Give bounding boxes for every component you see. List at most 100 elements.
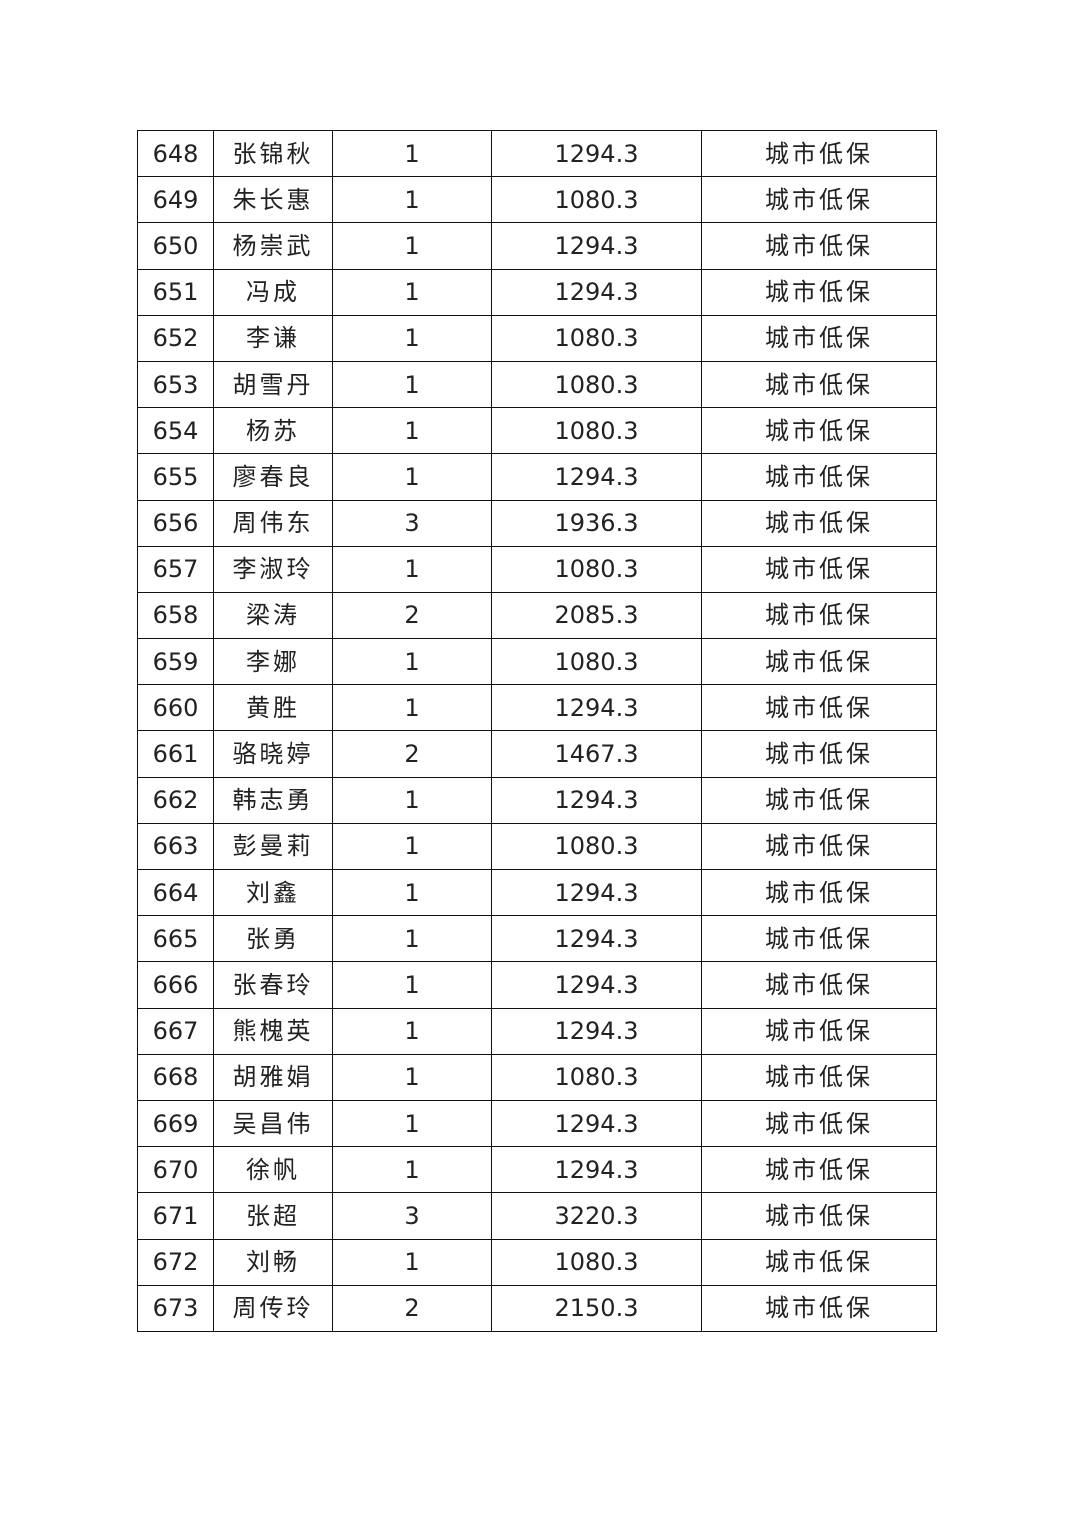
row-number-cell: 663 (137, 822, 214, 871)
category-cell: 城市低保 (701, 1284, 937, 1332)
amount-cell: 1080.3 (491, 1053, 702, 1101)
row-number-cell: 660 (137, 684, 214, 732)
amount-cell: 1080.3 (491, 822, 702, 871)
row-number-cell: 658 (137, 591, 214, 640)
table-row: 672 刘畅 1 1080.3 城市低保 (137, 1238, 937, 1286)
name-cell: 刘畅 (213, 1238, 333, 1286)
table-row: 651 冯成 1 1294.3 城市低保 (137, 268, 937, 316)
row-number-cell: 673 (137, 1284, 214, 1332)
table-row: 665 张勇 1 1294.3 城市低保 (137, 915, 937, 963)
household-size-cell: 1 (332, 268, 492, 316)
name-cell: 冯成 (213, 268, 333, 316)
name-cell: 胡雪丹 (213, 360, 333, 409)
row-number-cell: 655 (137, 453, 214, 501)
table-row: 663 彭曼莉 1 1080.3 城市低保 (137, 822, 937, 871)
row-number-cell: 665 (137, 915, 214, 963)
category-cell: 城市低保 (701, 822, 937, 871)
name-cell: 李谦 (213, 314, 333, 362)
row-number-cell: 648 (137, 129, 214, 178)
category-cell: 城市低保 (701, 453, 937, 501)
household-size-cell: 1 (332, 1146, 492, 1194)
table-body: 648 张锦秋 1 1294.3 城市低保 649 朱长惠 1 1080.3 城市低保 650 杨崇武… (137, 129, 937, 1332)
row-number-cell: 672 (137, 1238, 214, 1286)
household-size-cell: 2 (332, 1284, 492, 1332)
name-cell: 周传玲 (213, 1284, 333, 1332)
table-row: 660 黄胜 1 1294.3 城市低保 (137, 684, 937, 732)
name-cell: 熊槐英 (213, 1007, 333, 1055)
row-number-cell: 670 (137, 1146, 214, 1194)
row-number-cell: 659 (137, 638, 214, 686)
amount-cell: 2085.3 (491, 591, 702, 640)
category-cell: 城市低保 (701, 360, 937, 409)
household-size-cell: 2 (332, 591, 492, 640)
household-size-cell: 1 (332, 545, 492, 593)
name-cell: 李淑玲 (213, 545, 333, 593)
name-cell: 韩志勇 (213, 776, 333, 824)
row-number-cell: 650 (137, 222, 214, 270)
table-row: 649 朱长惠 1 1080.3 城市低保 (137, 176, 937, 224)
category-cell: 城市低保 (701, 176, 937, 224)
household-size-cell: 1 (332, 1238, 492, 1286)
name-cell: 张锦秋 (213, 129, 333, 178)
household-size-cell: 1 (332, 822, 492, 871)
amount-cell: 1080.3 (491, 1238, 702, 1286)
name-cell: 胡雅娟 (213, 1053, 333, 1101)
household-size-cell: 1 (332, 1099, 492, 1148)
category-cell: 城市低保 (701, 1192, 937, 1240)
name-cell: 吴昌伟 (213, 1099, 333, 1148)
row-number-cell: 656 (137, 499, 214, 547)
table-row: 650 杨崇武 1 1294.3 城市低保 (137, 222, 937, 270)
household-size-cell: 2 (332, 730, 492, 778)
table-row: 653 胡雪丹 1 1080.3 城市低保 (137, 360, 937, 409)
table-row: 648 张锦秋 1 1294.3 城市低保 (137, 129, 937, 178)
household-size-cell: 1 (332, 961, 492, 1009)
row-number-cell: 653 (137, 360, 214, 409)
amount-cell: 1294.3 (491, 1099, 702, 1148)
amount-cell: 1080.3 (491, 360, 702, 409)
category-cell: 城市低保 (701, 1146, 937, 1194)
name-cell: 朱长惠 (213, 176, 333, 224)
table-row: 670 徐帆 1 1294.3 城市低保 (137, 1146, 937, 1194)
row-number-cell: 657 (137, 545, 214, 593)
row-number-cell: 661 (137, 730, 214, 778)
category-cell: 城市低保 (701, 1238, 937, 1286)
amount-cell: 1080.3 (491, 407, 702, 455)
category-cell: 城市低保 (701, 1099, 937, 1148)
amount-cell: 1936.3 (491, 499, 702, 547)
category-cell: 城市低保 (701, 638, 937, 686)
table-row: 671 张超 3 3220.3 城市低保 (137, 1192, 937, 1240)
row-number-cell: 651 (137, 268, 214, 316)
household-size-cell: 1 (332, 1007, 492, 1055)
amount-cell: 3220.3 (491, 1192, 702, 1240)
category-cell: 城市低保 (701, 961, 937, 1009)
amount-cell: 2150.3 (491, 1284, 702, 1332)
name-cell: 骆晓婷 (213, 730, 333, 778)
category-cell: 城市低保 (701, 730, 937, 778)
category-cell: 城市低保 (701, 868, 937, 917)
category-cell: 城市低保 (701, 591, 937, 640)
household-size-cell: 1 (332, 360, 492, 409)
amount-cell: 1467.3 (491, 730, 702, 778)
name-cell: 周伟东 (213, 499, 333, 547)
row-number-cell: 666 (137, 961, 214, 1009)
row-number-cell: 669 (137, 1099, 214, 1148)
table-row: 659 李娜 1 1080.3 城市低保 (137, 638, 937, 686)
amount-cell: 1080.3 (491, 638, 702, 686)
category-cell: 城市低保 (701, 407, 937, 455)
name-cell: 廖春良 (213, 453, 333, 501)
amount-cell: 1294.3 (491, 961, 702, 1009)
table-row: 655 廖春良 1 1294.3 城市低保 (137, 453, 937, 501)
amount-cell: 1294.3 (491, 222, 702, 270)
amount-cell: 1294.3 (491, 129, 702, 178)
household-size-cell: 1 (332, 176, 492, 224)
category-cell: 城市低保 (701, 545, 937, 593)
household-size-cell: 1 (332, 776, 492, 824)
table-row: 669 吴昌伟 1 1294.3 城市低保 (137, 1099, 937, 1148)
table-row: 673 周传玲 2 2150.3 城市低保 (137, 1284, 937, 1332)
table-row: 664 刘鑫 1 1294.3 城市低保 (137, 868, 937, 917)
amount-cell: 1294.3 (491, 268, 702, 316)
household-size-cell: 1 (332, 915, 492, 963)
row-number-cell: 668 (137, 1053, 214, 1101)
table-row: 668 胡雅娟 1 1080.3 城市低保 (137, 1053, 937, 1101)
row-number-cell: 664 (137, 868, 214, 917)
